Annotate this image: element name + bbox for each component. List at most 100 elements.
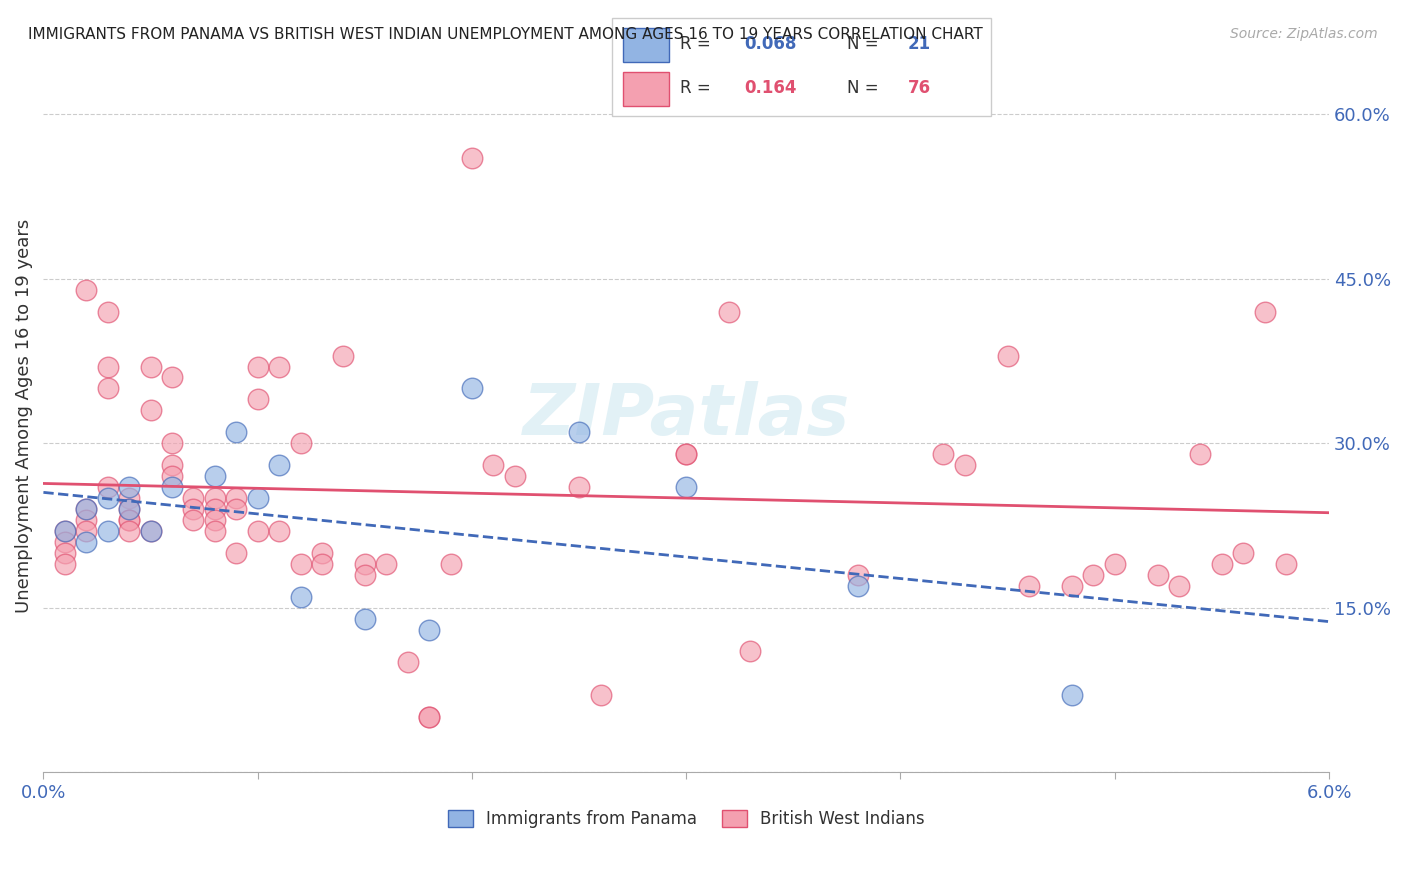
Text: 21: 21 <box>908 36 931 54</box>
Point <box>740 644 762 658</box>
Point <box>418 623 440 637</box>
Text: R =: R = <box>681 79 710 97</box>
Text: N =: N = <box>846 79 879 97</box>
Point <box>568 425 591 440</box>
Point <box>118 513 141 527</box>
Point <box>675 447 697 461</box>
Text: 0.068: 0.068 <box>745 36 797 54</box>
Point <box>118 502 141 516</box>
Text: 76: 76 <box>908 79 931 97</box>
Point <box>139 359 162 374</box>
Point <box>204 513 226 527</box>
Point <box>53 524 76 538</box>
Point <box>461 381 484 395</box>
Point <box>97 491 120 505</box>
Point <box>932 447 955 461</box>
Point <box>675 480 697 494</box>
Point <box>1060 579 1083 593</box>
Point <box>718 304 741 318</box>
Point <box>461 151 484 165</box>
Point <box>846 579 869 593</box>
Point <box>353 567 375 582</box>
Point <box>1189 447 1212 461</box>
Point <box>75 502 97 516</box>
Point <box>97 381 120 395</box>
Point <box>204 502 226 516</box>
Point <box>568 480 591 494</box>
Point <box>1275 557 1298 571</box>
Point <box>782 86 804 100</box>
Point <box>53 546 76 560</box>
Point <box>204 491 226 505</box>
Point <box>75 283 97 297</box>
Point <box>160 436 183 450</box>
Point <box>139 403 162 417</box>
Point <box>269 359 291 374</box>
Point <box>675 447 697 461</box>
Point <box>183 491 205 505</box>
Point <box>139 524 162 538</box>
Point <box>589 689 612 703</box>
Point <box>204 524 226 538</box>
Point <box>1104 557 1126 571</box>
Text: R =: R = <box>681 36 710 54</box>
Point <box>353 557 375 571</box>
Point <box>1168 579 1191 593</box>
Point <box>75 513 97 527</box>
Point <box>396 656 419 670</box>
Bar <box>623 28 669 62</box>
Point <box>97 304 120 318</box>
Point <box>439 557 461 571</box>
Point <box>97 480 120 494</box>
Point <box>160 458 183 472</box>
Point <box>290 557 312 571</box>
Point <box>953 458 976 472</box>
Point <box>183 502 205 516</box>
Point <box>418 710 440 724</box>
Point <box>139 524 162 538</box>
Point <box>75 524 97 538</box>
Text: 0.164: 0.164 <box>745 79 797 97</box>
Y-axis label: Unemployment Among Ages 16 to 19 years: Unemployment Among Ages 16 to 19 years <box>15 219 32 613</box>
Point <box>482 458 505 472</box>
Point <box>225 491 247 505</box>
Point <box>503 469 526 483</box>
Bar <box>623 72 669 106</box>
Point <box>269 458 291 472</box>
Text: Source: ZipAtlas.com: Source: ZipAtlas.com <box>1230 27 1378 41</box>
Point <box>118 513 141 527</box>
Point <box>118 480 141 494</box>
Point <box>118 524 141 538</box>
Point <box>1211 557 1233 571</box>
Point <box>75 502 97 516</box>
Point <box>246 392 269 407</box>
Point <box>997 349 1019 363</box>
Point <box>311 557 333 571</box>
Point <box>375 557 398 571</box>
Legend: Immigrants from Panama, British West Indians: Immigrants from Panama, British West Ind… <box>441 804 932 835</box>
Text: IMMIGRANTS FROM PANAMA VS BRITISH WEST INDIAN UNEMPLOYMENT AMONG AGES 16 TO 19 Y: IMMIGRANTS FROM PANAMA VS BRITISH WEST I… <box>28 27 983 42</box>
Point <box>160 480 183 494</box>
Point <box>846 567 869 582</box>
Point <box>118 502 141 516</box>
Point <box>118 491 141 505</box>
FancyBboxPatch shape <box>612 18 991 116</box>
Point <box>1146 567 1168 582</box>
Point <box>1060 689 1083 703</box>
Text: ZIPatlas: ZIPatlas <box>523 381 849 450</box>
Point <box>225 502 247 516</box>
Point <box>225 425 247 440</box>
Point <box>290 590 312 604</box>
Text: N =: N = <box>846 36 879 54</box>
Point <box>53 534 76 549</box>
Point <box>246 524 269 538</box>
Point <box>204 469 226 483</box>
Point <box>269 524 291 538</box>
Point <box>183 513 205 527</box>
Point <box>246 491 269 505</box>
Point <box>53 524 76 538</box>
Point <box>1232 546 1254 560</box>
Point <box>1254 304 1277 318</box>
Point <box>97 359 120 374</box>
Point <box>1018 579 1040 593</box>
